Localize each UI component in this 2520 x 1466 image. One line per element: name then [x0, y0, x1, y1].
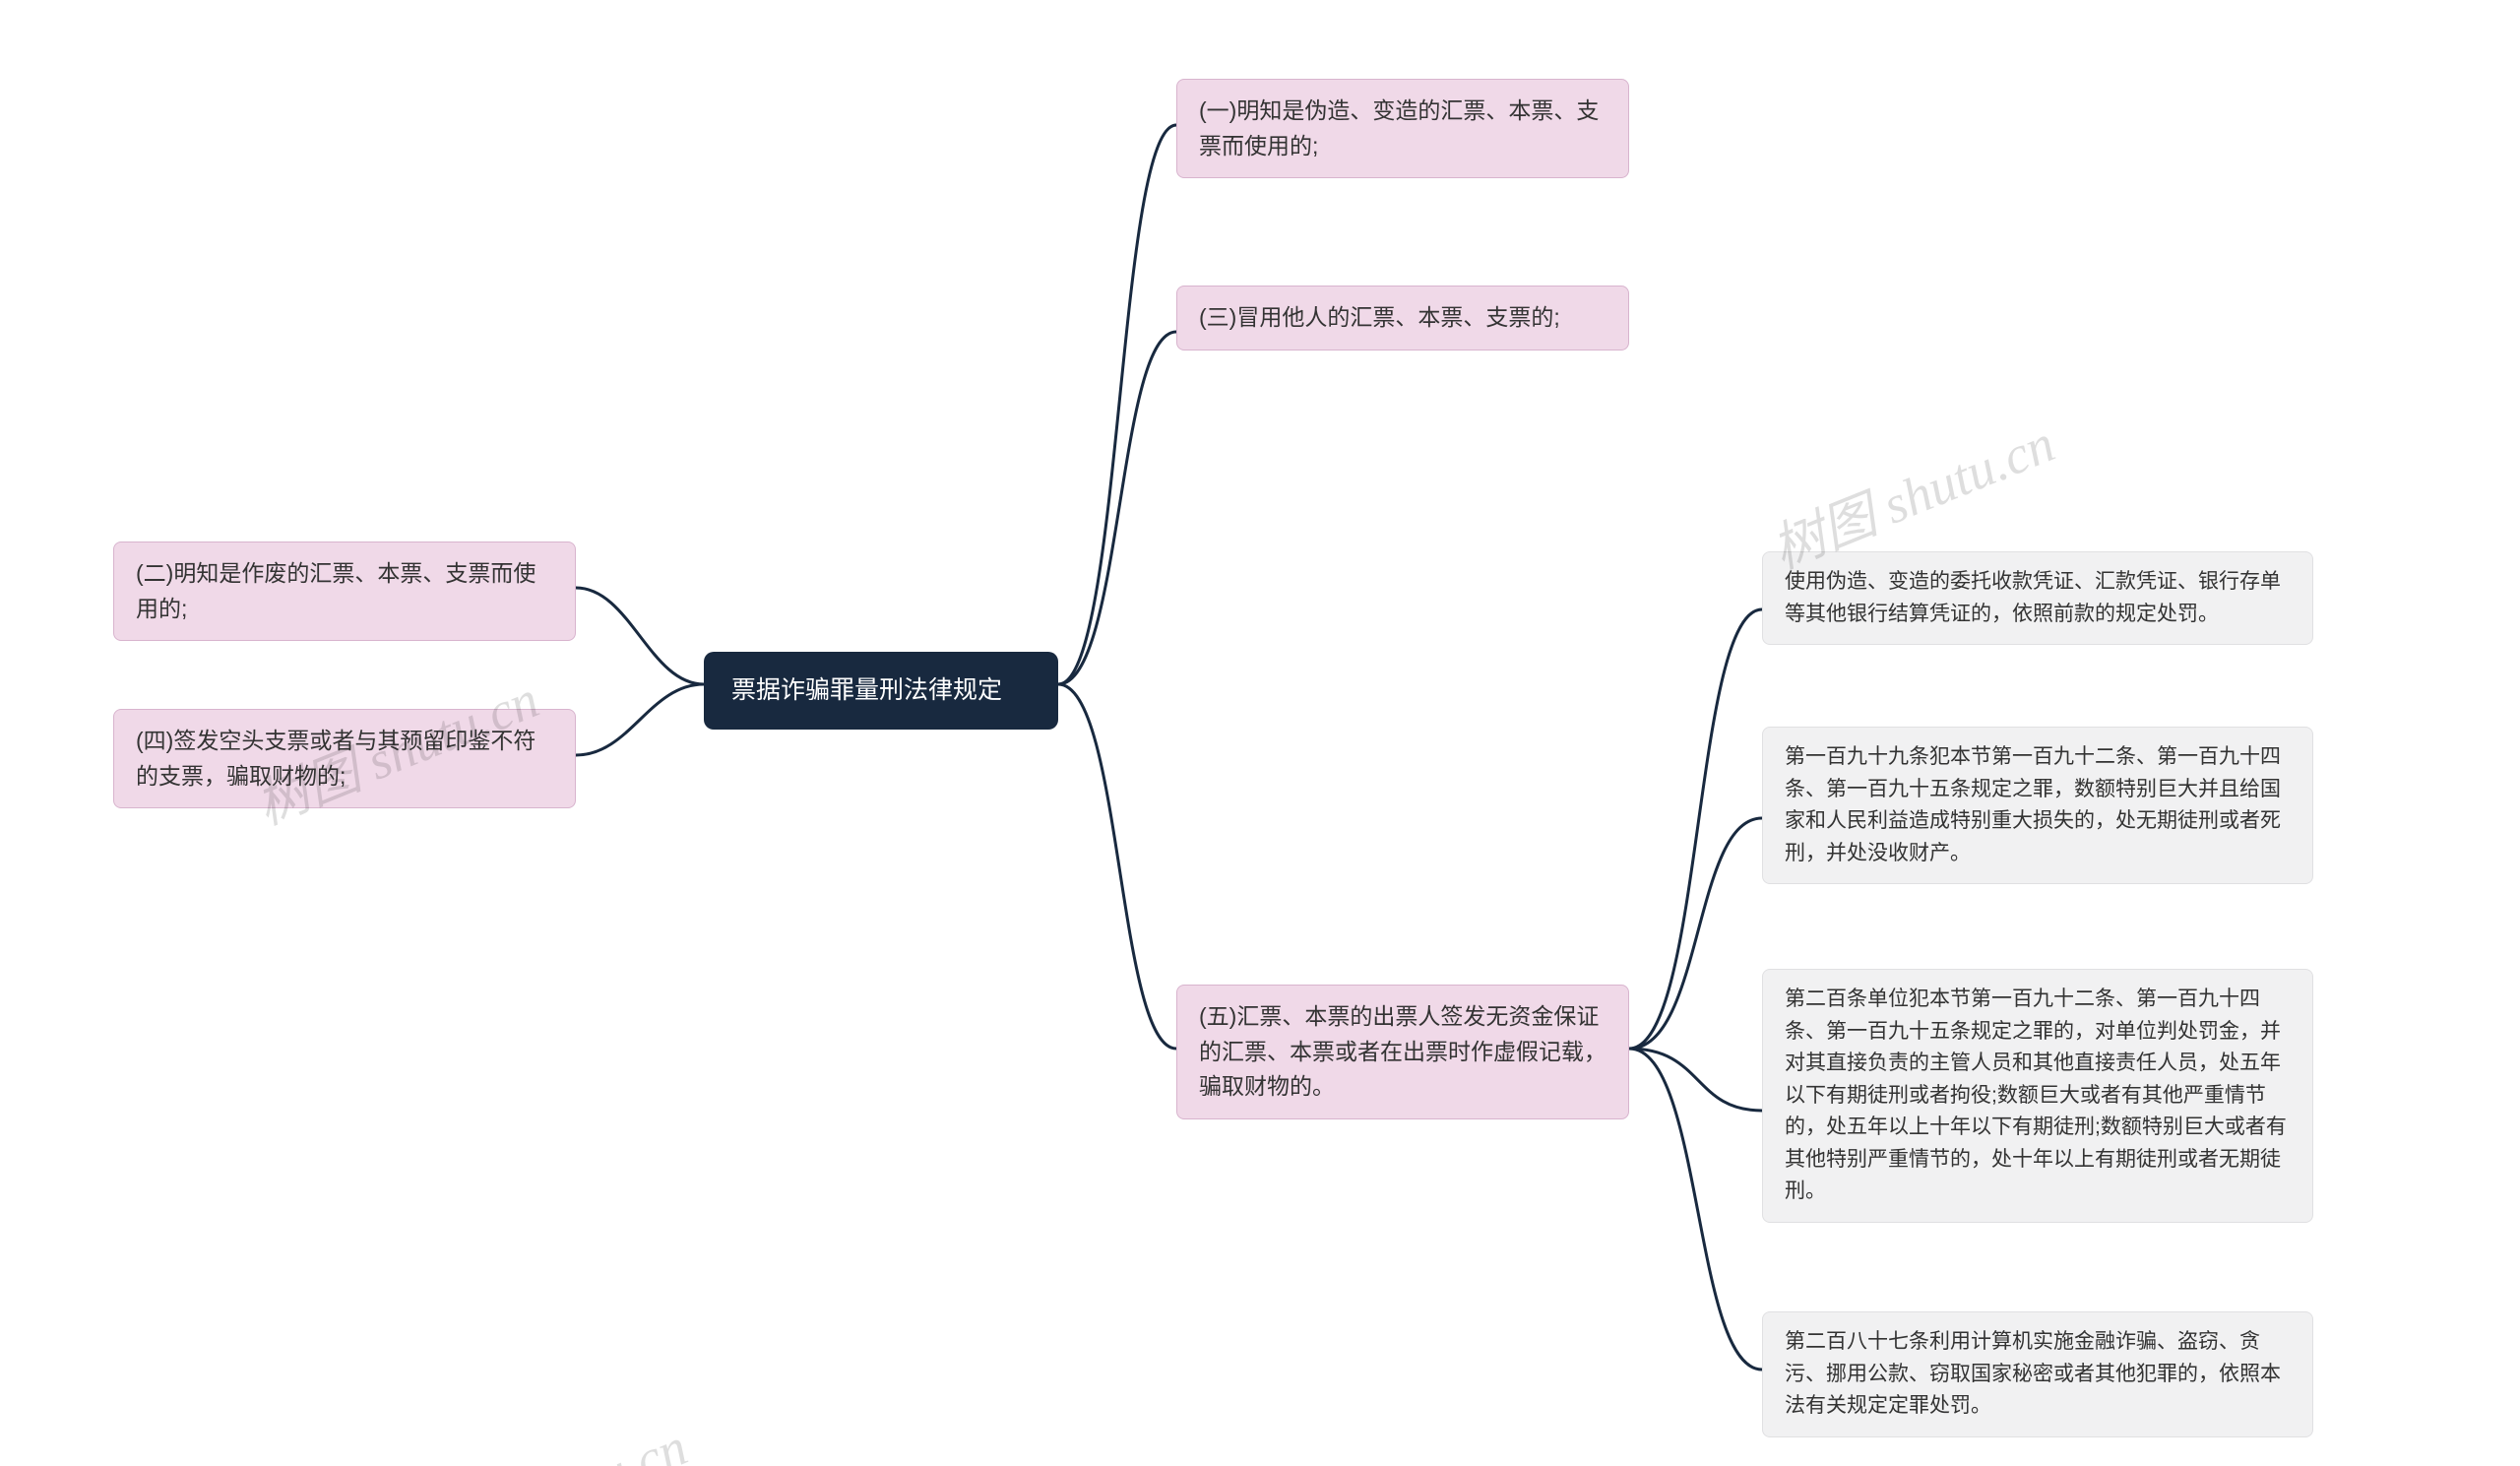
right-node-label: (一)明知是伪造、变造的汇票、本票、支票而使用的;	[1199, 97, 1599, 159]
right-node-3: (三)冒用他人的汇票、本票、支票的;	[1176, 286, 1629, 351]
detail-label: 第二百条单位犯本节第一百九十二条、第一百九十四条、第一百九十五条规定之罪的，对单…	[1785, 988, 2287, 1202]
detail-node-d: 第二百八十七条利用计算机实施金融诈骗、盗窃、贪污、挪用公款、窃取国家秘密或者其他…	[1762, 1311, 2313, 1437]
root-node: 票据诈骗罪量刑法律规定	[704, 652, 1058, 730]
left-node-label: (四)签发空头支票或者与其预留印鉴不符的支票，骗取财物的;	[136, 728, 536, 789]
left-node-2: (二)明知是作废的汇票、本票、支票而使用的;	[113, 542, 576, 641]
detail-label: 第二百八十七条利用计算机实施金融诈骗、盗窃、贪污、挪用公款、窃取国家秘密或者其他…	[1785, 1330, 2281, 1417]
right-node-5: (五)汇票、本票的出票人签发无资金保证的汇票、本票或者在出票时作虚假记载，骗取财…	[1176, 985, 1629, 1119]
watermark: shutu.cn	[507, 1416, 696, 1466]
left-node-4: (四)签发空头支票或者与其预留印鉴不符的支票，骗取财物的;	[113, 709, 576, 808]
watermark-text: shutu.cn	[507, 1417, 695, 1466]
detail-node-a: 使用伪造、变造的委托收款凭证、汇款凭证、银行存单等其他银行结算凭证的，依照前款的…	[1762, 551, 2313, 645]
detail-label: 第一百九十九条犯本节第一百九十二条、第一百九十四条、第一百九十五条规定之罪，数额…	[1785, 745, 2281, 864]
detail-node-c: 第二百条单位犯本节第一百九十二条、第一百九十四条、第一百九十五条规定之罪的，对单…	[1762, 969, 2313, 1223]
right-node-1: (一)明知是伪造、变造的汇票、本票、支票而使用的;	[1176, 79, 1629, 178]
right-node-label: (三)冒用他人的汇票、本票、支票的;	[1199, 304, 1560, 330]
left-node-label: (二)明知是作废的汇票、本票、支票而使用的;	[136, 560, 536, 621]
detail-label: 使用伪造、变造的委托收款凭证、汇款凭证、银行存单等其他银行结算凭证的，依照前款的…	[1785, 570, 2281, 625]
right-node-label: (五)汇票、本票的出票人签发无资金保证的汇票、本票或者在出票时作虚假记载，骗取财…	[1199, 1003, 1606, 1099]
detail-node-b: 第一百九十九条犯本节第一百九十二条、第一百九十四条、第一百九十五条规定之罪，数额…	[1762, 727, 2313, 884]
root-label: 票据诈骗罪量刑法律规定	[731, 676, 1002, 704]
